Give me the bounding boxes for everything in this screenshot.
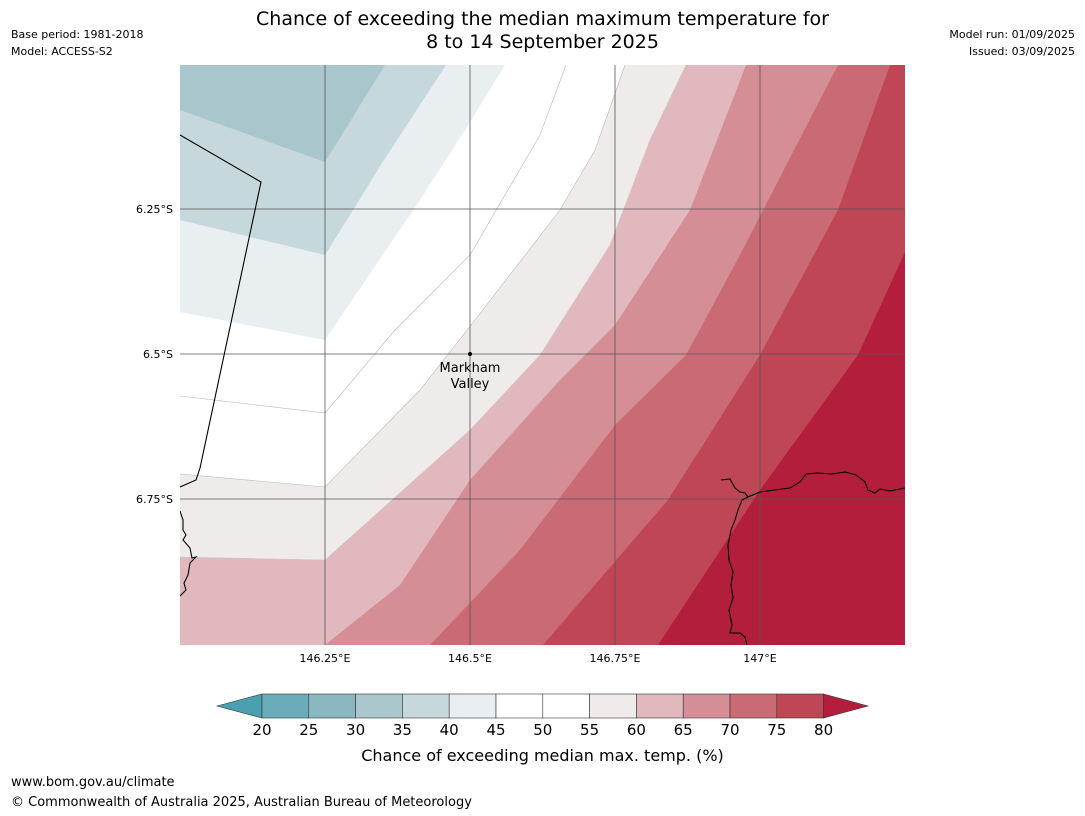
colorbar-extend-low [215, 693, 263, 719]
colorbar-tick-label: 70 [720, 721, 739, 739]
colorbar-tick-label: 30 [346, 721, 365, 739]
probability-contours [180, 65, 905, 645]
colorbar-title: Chance of exceeding median max. temp. (%… [361, 746, 724, 765]
coastline-east [720, 478, 749, 645]
lat-label: 6.75°S [136, 493, 173, 506]
colorbar-tick-label: 60 [627, 721, 646, 739]
colorbar-segment [402, 693, 450, 719]
colorbar-segment [682, 693, 731, 719]
lon-label: 146.75°E [590, 652, 641, 665]
coastline-west [180, 510, 198, 597]
footer-copyright: © Commonwealth of Australia 2025, Austra… [11, 795, 472, 810]
graticule [180, 65, 905, 645]
footer-url: www.bom.gov.au/climate [11, 775, 175, 790]
colorbar-segment [308, 693, 356, 719]
colorbar-tick-label: 20 [252, 721, 271, 739]
metadata-left: Base period: 1981-2018 Model: ACCESS-S2 [11, 26, 143, 60]
base-period: Base period: 1981-2018 [11, 28, 144, 41]
colorbar-tick-label: 45 [486, 721, 505, 739]
model-name: Model: ACCESS-S2 [11, 45, 113, 58]
coastline-north-east [747, 471, 905, 498]
colorbar-tick-label: 35 [393, 721, 412, 739]
colorbar-tick-label: 55 [580, 721, 599, 739]
contour-line-45 [180, 65, 567, 414]
issued-date: Issued: 03/09/2025 [968, 45, 1075, 58]
colorbar-segment [542, 693, 590, 719]
colorbar-extend-high [823, 693, 870, 719]
colorbar-tick-label: 40 [440, 721, 459, 739]
lat-label: 6.25°S [136, 203, 173, 216]
lon-label: 147°E [743, 652, 776, 665]
place-label-line-2: Valley [451, 377, 490, 392]
model-run: Model run: 01/09/2025 [949, 28, 1075, 41]
colorbar: 20 25 30 35 40 45 50 55 60 65 70 75 80 [215, 693, 870, 739]
title-line-2: 8 to 14 September 2025 [426, 31, 659, 53]
title-line-1: Chance of exceeding the median maximum t… [256, 8, 829, 30]
border-line [180, 134, 262, 488]
colorbar-segment [495, 693, 544, 719]
lon-label: 146.25°E [300, 652, 351, 665]
colorbar-tick-label: 75 [767, 721, 786, 739]
metadata-right: Model run: 01/09/2025 Issued: 03/09/2025 [949, 26, 1075, 60]
colorbar-tick-label: 50 [533, 721, 552, 739]
colorbar-segment [636, 693, 684, 719]
colorbar-segment [589, 693, 637, 719]
colorbar-tick-label: 25 [299, 721, 318, 739]
colorbar-segment [776, 693, 824, 719]
colorbar-segment [355, 693, 403, 719]
colorbar-tick-label: 65 [674, 721, 693, 739]
colorbar-tick-label: 80 [814, 721, 833, 739]
colorbar-segment [261, 693, 310, 719]
lat-label: 6.5°S [143, 348, 173, 361]
lon-label: 146.5°E [448, 652, 492, 665]
map-title: Chance of exceeding the median maximum t… [180, 8, 905, 54]
place-label-line-1: Markham [440, 361, 501, 376]
colorbar-segment [729, 693, 778, 719]
colorbar-segment [448, 693, 497, 719]
band-25-30 [180, 65, 385, 162]
markham-valley-marker [468, 352, 472, 356]
